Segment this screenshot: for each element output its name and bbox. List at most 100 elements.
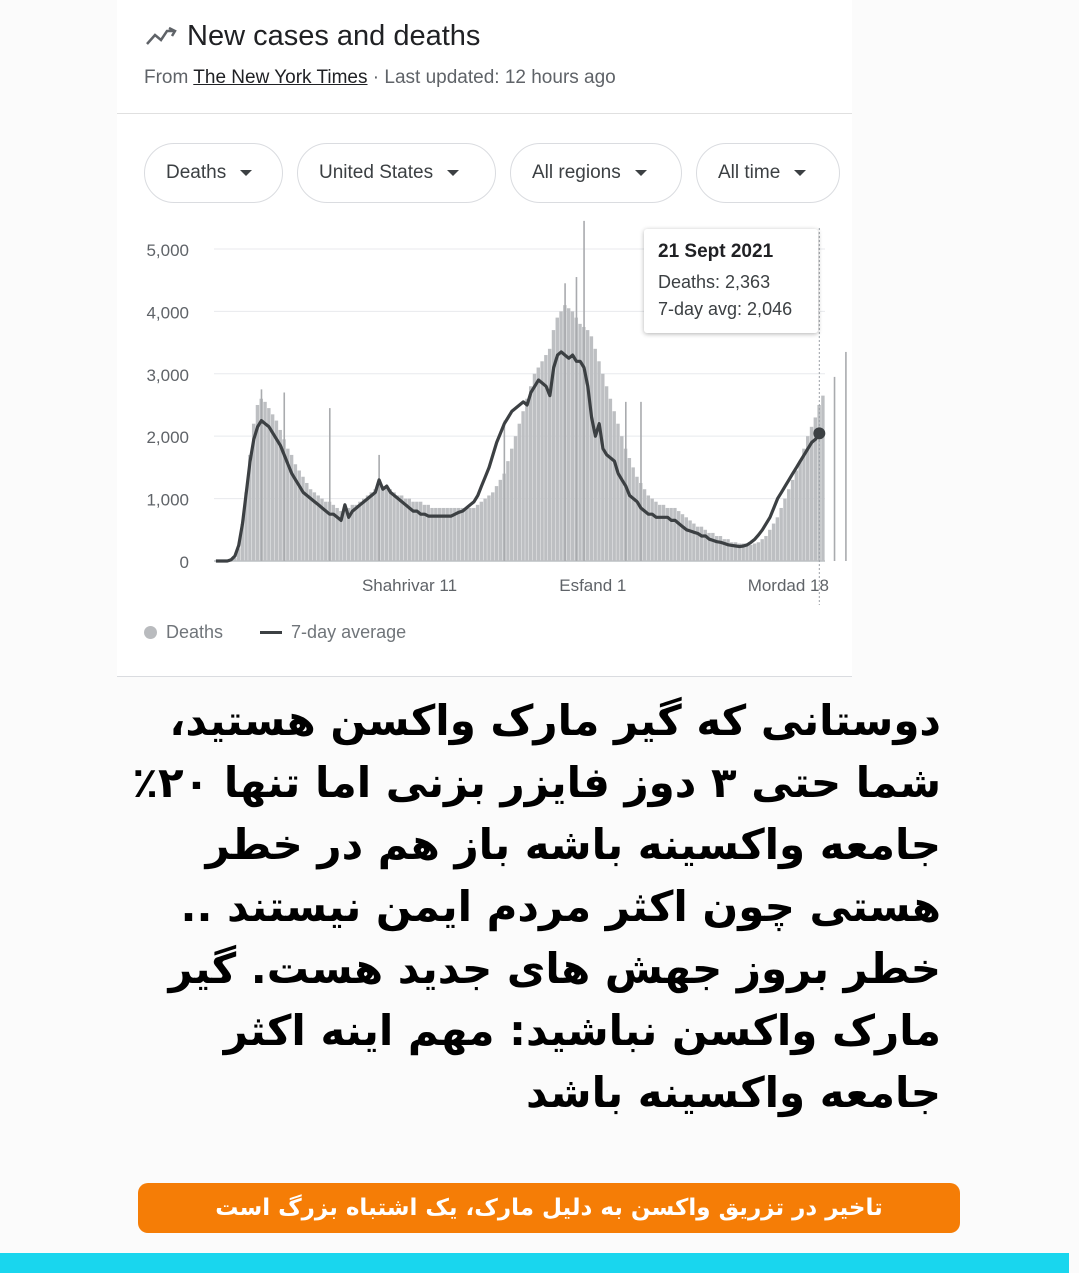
deaths-bar	[752, 543, 757, 561]
deaths-bar	[343, 511, 347, 561]
x-tick-label: Mordad 18	[748, 576, 829, 595]
deaths-bar	[475, 504, 480, 561]
header-divider	[117, 113, 852, 114]
deaths-bar	[437, 507, 442, 561]
legend-avg-label: 7-day average	[291, 622, 407, 642]
deaths-bar	[297, 470, 301, 561]
deaths-bar	[487, 495, 491, 561]
deaths-bar	[316, 495, 320, 561]
deaths-bar	[392, 492, 396, 561]
deaths-bar	[794, 470, 799, 561]
deaths-bar	[756, 542, 761, 561]
metric-dropdown[interactable]: Deaths	[144, 143, 283, 203]
deaths-bar	[373, 489, 377, 561]
deaths-bar	[506, 461, 510, 561]
deaths-bar	[593, 348, 597, 561]
deaths-bar	[388, 489, 392, 561]
chevron-down-icon	[634, 170, 647, 176]
deaths-bar	[263, 401, 267, 561]
regions-dropdown-label: All regions	[532, 162, 621, 183]
deaths-bar	[733, 542, 738, 561]
deaths-bar	[737, 543, 742, 561]
hover-point[interactable]	[813, 427, 826, 440]
deaths-bar	[768, 529, 772, 561]
deaths-bar	[308, 489, 313, 561]
deaths-bar	[460, 507, 465, 561]
message-line: جامعه واکسینه باشد	[526, 1068, 941, 1117]
deaths-bar	[468, 507, 472, 561]
deaths-bar	[817, 404, 821, 561]
deaths-bar	[783, 498, 787, 561]
y-tick-label: 5,000	[146, 241, 189, 260]
bottom-accent-bar	[0, 1253, 1069, 1273]
deaths-bar	[711, 532, 715, 561]
chart-tooltip: 21 Sept 2021 Deaths: 2,363 7-day avg: 2,…	[644, 229, 818, 333]
deaths-bar	[631, 467, 635, 561]
deaths-bar	[491, 492, 495, 561]
x-tick-label: Shahrivar 11	[362, 576, 457, 595]
deaths-bar	[707, 532, 711, 561]
deaths-bar	[749, 544, 753, 561]
chevron-down-icon	[240, 170, 253, 176]
deaths-bar	[536, 367, 540, 561]
deaths-bar	[676, 511, 681, 561]
country-dropdown[interactable]: United States	[297, 143, 496, 203]
deaths-bar	[517, 423, 522, 561]
deaths-bar	[775, 517, 780, 561]
deaths-bar	[380, 486, 385, 561]
deaths-bar	[441, 507, 446, 561]
deaths-bar	[396, 495, 400, 561]
deaths-bar	[362, 498, 366, 561]
regions-dropdown[interactable]: All regions	[510, 143, 682, 203]
deaths-bar	[688, 520, 692, 561]
deaths-bar	[513, 436, 518, 561]
deaths-bar	[544, 355, 548, 561]
deaths-bar	[453, 507, 457, 561]
deaths-bar	[267, 408, 271, 561]
deaths-bar	[665, 507, 670, 561]
deaths-bar	[589, 336, 594, 561]
message-line: شما حتی ۳ دوز فایزر بزنی اما تنها ۲۰٪	[132, 758, 941, 807]
period-dropdown[interactable]: All time	[696, 143, 840, 203]
deaths-bar	[251, 423, 256, 561]
deaths-bar	[422, 504, 427, 561]
deaths-bar	[498, 479, 503, 561]
deaths-bar	[714, 536, 719, 561]
deaths-bar	[331, 504, 336, 561]
deaths-bar	[232, 557, 237, 561]
deaths-spike-bar	[833, 376, 836, 561]
deaths-bar	[528, 386, 533, 561]
deaths-bar	[566, 308, 571, 561]
deaths-bar	[521, 411, 525, 561]
deaths-spike-bar	[640, 401, 642, 561]
deaths-spike-bar	[503, 420, 506, 561]
deaths-bar	[324, 501, 328, 561]
message-line: دوستانی که گیر مارک واکسن هستید،	[169, 696, 941, 745]
deaths-bar	[449, 507, 453, 561]
deaths-bar	[551, 330, 556, 561]
deaths-bar	[680, 514, 685, 561]
deaths-bar	[646, 495, 651, 561]
deaths-chart[interactable]: 5,000 4,000 3,000 2,000 1,000 0 Shahrivar 11 Es…	[117, 220, 852, 610]
deaths-bar	[669, 507, 673, 561]
source-link[interactable]: The New York Times	[193, 67, 368, 88]
deaths-bar	[813, 417, 818, 561]
deaths-spike-bar	[260, 389, 263, 561]
card-title: New cases and deaths	[187, 20, 481, 52]
deaths-bar	[510, 448, 514, 561]
deaths-bar	[802, 448, 806, 561]
source-prefix: From	[144, 67, 189, 88]
deaths-bar	[270, 414, 275, 561]
deaths-bar	[411, 501, 415, 561]
deaths-bar	[612, 411, 616, 561]
deaths-bar	[722, 539, 726, 561]
deaths-bar	[456, 507, 461, 561]
deaths-bar	[730, 542, 734, 561]
deaths-bar	[608, 398, 613, 561]
deaths-bar	[289, 454, 294, 561]
deaths-bar	[434, 507, 438, 561]
deaths-bar	[418, 501, 423, 561]
deaths-bar	[384, 486, 389, 561]
deaths-bar	[293, 464, 298, 561]
deaths-bar	[760, 539, 764, 561]
